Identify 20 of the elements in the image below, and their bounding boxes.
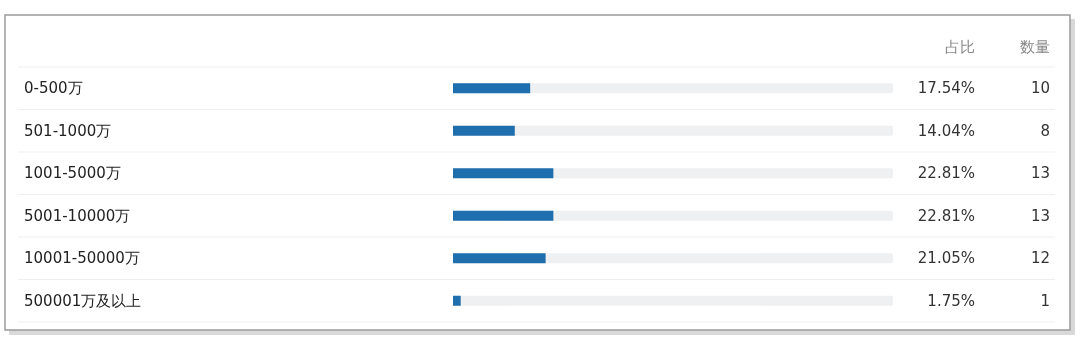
value-label: 17.54% — [917, 79, 975, 98]
category: 1001-5000万 — [24, 164, 121, 183]
value-label: 22.81% — [917, 206, 975, 225]
annotation: 1 — [1040, 291, 1050, 310]
annotation: 12 — [1030, 249, 1050, 268]
value-label: 1.75% — [927, 291, 975, 310]
category: 5001-10000万 — [24, 206, 131, 225]
annotation: 8 — [1040, 121, 1050, 140]
category: 0-500万 — [24, 79, 83, 98]
category: 10001-50000万 — [24, 249, 140, 268]
annotation: 数量 — [1020, 38, 1050, 56]
value-label: 21.05% — [917, 249, 975, 268]
category: 501-1000万 — [24, 121, 112, 140]
value-label: 14.04% — [917, 121, 975, 140]
value-label: 22.81% — [917, 164, 975, 183]
annotation: 13 — [1030, 206, 1050, 225]
category: 500001万及以上 — [24, 291, 142, 310]
annotation: 占比 — [945, 38, 975, 56]
annotation: 13 — [1030, 164, 1050, 183]
annotation: 10 — [1030, 79, 1050, 98]
